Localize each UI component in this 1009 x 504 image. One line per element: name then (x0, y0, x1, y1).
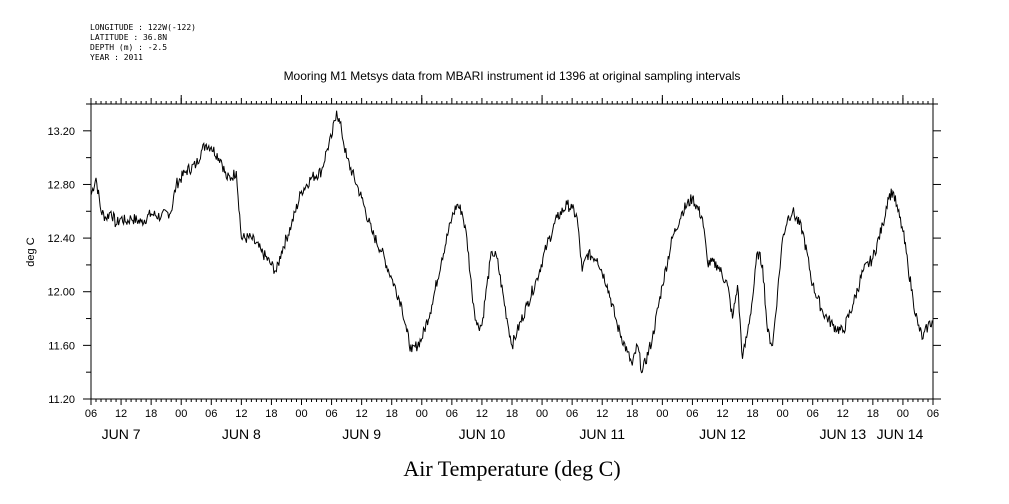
plot-frame (90, 103, 934, 400)
x-tick-label: 06 (325, 408, 337, 420)
day-label: JUN 13 (819, 426, 866, 442)
day-label: JUN 8 (222, 426, 261, 442)
x-tick-label: 12 (115, 408, 127, 420)
y-tick-label: 12.00 (47, 287, 75, 299)
meta-latitude: LATITUDE : 36.8N (90, 33, 167, 42)
y-axis-label: deg C (25, 237, 37, 266)
y-tick-label: 11.20 (48, 394, 75, 406)
x-tick-label: 06 (85, 408, 97, 420)
x-tick-label: 00 (656, 408, 668, 420)
axis-ticks (83, 95, 941, 405)
x-tick-label: 18 (265, 408, 277, 420)
x-tick-label: 18 (506, 408, 518, 420)
day-label: JUN 7 (102, 426, 141, 442)
x-tick-label: 12 (235, 408, 247, 420)
x-tick-label: 18 (626, 408, 638, 420)
chart-title: Mooring M1 Metsys data from MBARI instru… (284, 69, 741, 83)
x-tick-label: 06 (686, 408, 698, 420)
day-label: JUN 9 (342, 426, 381, 442)
x-tick-label: 00 (777, 408, 789, 420)
meta-year: YEAR : 2011 (90, 53, 143, 62)
meta-longitude: LONGITUDE : 122W(-122) (90, 23, 196, 32)
x-tick-label: 06 (927, 408, 939, 420)
day-label: JUN 12 (699, 426, 746, 442)
x-tick-labels: 06 12 18 00 06 12 18 00 06 12 18 00 06 12 18 00 06 12 18 00… (85, 408, 939, 420)
x-tick-label: 06 (807, 408, 819, 420)
x-tick-label: 18 (386, 408, 398, 420)
day-label: JUN 11 (579, 426, 625, 442)
y-tick-label: 13.20 (47, 126, 75, 138)
day-labels: JUN 7 JUN 8 JUN 9 JUN 10 JUN 11 JUN 12 JUN 13 J… (102, 426, 924, 442)
x-tick-label: 12 (716, 408, 728, 420)
y-tick-labels: 11.20 11.60 12.00 12.40 12.80 13.20 (47, 126, 75, 406)
meta-depth: DEPTH (m) : -2.5 (90, 43, 167, 52)
x-tick-label: 18 (867, 408, 879, 420)
day-label: JUN 10 (459, 426, 506, 442)
x-tick-label: 18 (145, 408, 157, 420)
x-tick-label: 12 (356, 408, 368, 420)
y-tick-label: 11.60 (48, 340, 75, 352)
x-tick-label: 12 (476, 408, 488, 420)
x-tick-label: 00 (175, 408, 187, 420)
x-tick-label: 12 (837, 408, 849, 420)
x-tick-label: 06 (205, 408, 217, 420)
series-line (90, 110, 934, 374)
x-tick-label: 12 (596, 408, 608, 420)
x-axis-title: Air Temperature (deg C) (403, 456, 620, 481)
x-tick-label: 06 (566, 408, 578, 420)
x-tick-label: 18 (746, 408, 758, 420)
x-tick-label: 00 (416, 408, 428, 420)
x-tick-label: 00 (536, 408, 548, 420)
x-tick-label: 00 (897, 408, 909, 420)
x-tick-label: 06 (446, 408, 458, 420)
day-label: JUN 14 (877, 426, 924, 442)
y-tick-label: 12.80 (47, 179, 75, 191)
x-tick-label: 00 (295, 408, 307, 420)
y-tick-label: 12.40 (47, 233, 75, 245)
